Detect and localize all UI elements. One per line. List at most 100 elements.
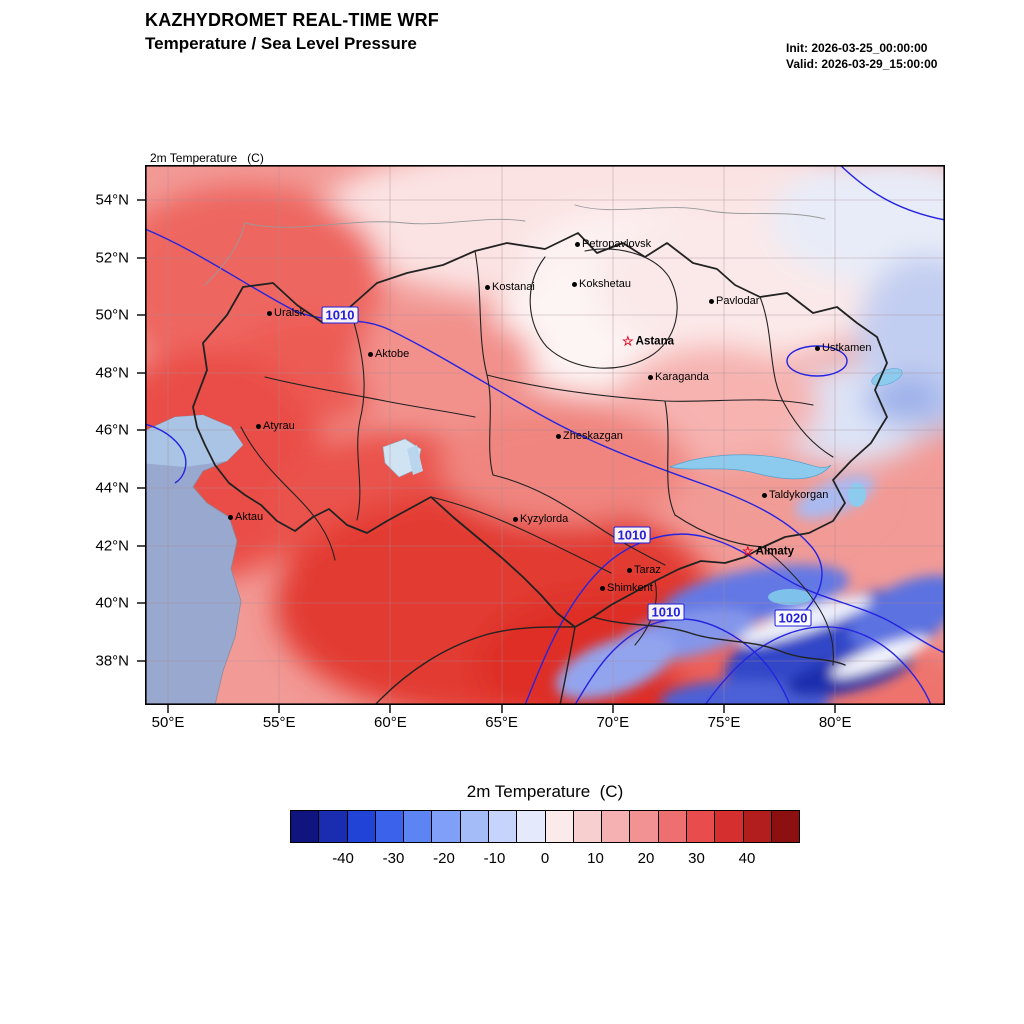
lat-tick-label: 48°N bbox=[95, 364, 129, 382]
lon-tick-label: 50°E bbox=[151, 714, 185, 731]
city-marker-astana: ☆ Astana bbox=[622, 335, 674, 348]
map-panel: Petropavlovsk Kostanai Kokshetau Pavlodar ☆ A… bbox=[137, 165, 946, 713]
colorbar-tick-label: 10 bbox=[587, 850, 604, 867]
city-dot-icon bbox=[600, 585, 605, 591]
city-dot-icon bbox=[256, 423, 261, 429]
colorbar-segment bbox=[347, 811, 376, 842]
lat-axis: 54°N 52°N 50°N 48°N 46°N 44°N 42°N 40°N 38°N bbox=[85, 165, 137, 705]
colorbar-segment bbox=[602, 811, 631, 842]
page-subtitle: Temperature / Sea Level Pressure bbox=[145, 34, 417, 53]
city-marker-aktau: Aktau bbox=[228, 511, 263, 523]
colorbar-tick-label: 40 bbox=[738, 850, 756, 867]
colorbar-segment bbox=[291, 811, 320, 842]
page-title: KAZHYDROMET REAL-TIME WRF bbox=[145, 10, 439, 30]
colorbar-segment bbox=[488, 811, 518, 842]
pressure-contour-label: 1020 bbox=[774, 609, 812, 627]
city-marker-kokshetau: Kokshetau bbox=[572, 278, 631, 290]
city-dot-icon bbox=[556, 433, 561, 439]
colorbar-segment bbox=[319, 811, 348, 842]
lat-tick-label: 46°N bbox=[95, 421, 129, 439]
lat-tick-label: 38°N bbox=[95, 652, 129, 670]
valid-time: Valid: 2026-03-29_15:00:00 bbox=[786, 57, 938, 71]
city-label: Ustkamen bbox=[822, 342, 872, 354]
city-label: Taldykorgan bbox=[769, 489, 829, 501]
city-marker-zheskazgan: Zheskazgan bbox=[556, 430, 623, 442]
city-marker-pavlodar: Pavlodar bbox=[709, 295, 759, 307]
city-marker-shimkent: Shimkent bbox=[600, 582, 653, 594]
city-dot-icon bbox=[762, 492, 767, 498]
city-dot-icon bbox=[228, 514, 233, 520]
temperature-field-layer bbox=[145, 165, 945, 705]
colorbar-tick-label: 30 bbox=[688, 850, 705, 867]
lake-issykkul bbox=[768, 589, 812, 605]
city-marker-taraz: Taraz bbox=[627, 564, 661, 576]
city-dot-icon bbox=[815, 345, 820, 351]
city-label: Astana bbox=[635, 335, 675, 347]
city-dot-icon bbox=[709, 298, 714, 304]
lon-axis: 50°E 55°E 60°E 65°E 70°E 75°E 80°E bbox=[145, 714, 945, 736]
pressure-contour-label: 1010 bbox=[321, 306, 359, 324]
colorbar-segment bbox=[432, 811, 461, 842]
oblast-borders bbox=[240, 248, 834, 666]
lon-tick-label: 55°E bbox=[262, 714, 296, 731]
city-label: Almaty bbox=[755, 545, 795, 557]
city-label: Atyrau bbox=[263, 420, 295, 432]
lon-tick-label: 70°E bbox=[596, 714, 630, 731]
lat-tick-label: 54°N bbox=[95, 191, 129, 209]
capital-star-icon: ☆ bbox=[742, 543, 754, 559]
water-bodies-layer bbox=[145, 368, 903, 705]
colorbar-segment bbox=[573, 811, 603, 842]
colorbar-segment bbox=[404, 811, 433, 842]
city-label: Petropavlovsk bbox=[582, 238, 652, 250]
city-marker-petropavlovsk: Petropavlovsk bbox=[575, 238, 651, 250]
city-label: Kostanai bbox=[492, 281, 535, 293]
colorbar-segment bbox=[743, 811, 772, 842]
model-run-info: Init: 2026-03-25_00:00:00 Valid: 2026-03… bbox=[786, 40, 937, 72]
neighbor-borders bbox=[374, 616, 846, 705]
city-label: Kokshetau bbox=[579, 278, 631, 290]
city-label: Karaganda bbox=[655, 371, 709, 383]
city-marker-kostanai: Kostanai bbox=[485, 281, 535, 293]
city-label: Shimkent bbox=[607, 582, 653, 594]
colorbar-title: 2m Temperature (C) bbox=[466, 782, 624, 801]
city-label: Uralsk bbox=[274, 307, 306, 319]
colorbar-ticks: -40 -30 -20 -10 0 10 20 30 40 bbox=[290, 850, 800, 872]
colorbar-segment bbox=[630, 811, 659, 842]
colorbar-segment bbox=[686, 811, 716, 842]
city-marker-kyzylorda: Kyzylorda bbox=[513, 513, 568, 525]
colorbar-segment bbox=[545, 811, 574, 842]
city-dot-icon bbox=[648, 374, 653, 380]
colorbar-tick-label: 20 bbox=[637, 850, 655, 867]
city-marker-ustkamen: Ustkamen bbox=[815, 342, 872, 354]
lat-tick-label: 50°N bbox=[95, 306, 129, 324]
city-dot-icon bbox=[627, 567, 632, 573]
city-marker-aktobe: Aktobe bbox=[368, 348, 409, 360]
city-dot-icon bbox=[267, 310, 272, 316]
lat-tick-label: 44°N bbox=[95, 479, 129, 497]
city-label: Pavlodar bbox=[716, 295, 760, 307]
city-dot-icon bbox=[485, 284, 490, 290]
colorbar-segment bbox=[771, 811, 800, 842]
lake-alakol bbox=[848, 483, 866, 507]
lon-tick-label: 65°E bbox=[485, 714, 518, 731]
lat-tick-label: 52°N bbox=[95, 249, 129, 267]
colorbar-segment bbox=[375, 811, 405, 842]
lat-tick-label: 40°N bbox=[95, 594, 129, 612]
lon-tick-label: 80°E bbox=[818, 714, 852, 731]
field-label-temperature: 2m Temperature (C) bbox=[150, 151, 264, 165]
kazakhstan-border bbox=[192, 232, 888, 628]
pressure-contour-label: 1010 bbox=[613, 526, 651, 544]
city-label: Taraz bbox=[634, 564, 661, 576]
colorbar bbox=[290, 810, 800, 843]
pressure-contour-label: 1010 bbox=[647, 603, 685, 621]
pressure-contours-layer bbox=[145, 165, 945, 705]
city-marker-atyrau: Atyrau bbox=[256, 420, 295, 432]
colorbar-tick-label: -10 bbox=[483, 850, 506, 867]
init-time: Init: 2026-03-25_00:00:00 bbox=[786, 41, 928, 55]
colorbar-segment bbox=[715, 811, 744, 842]
map-canvas bbox=[137, 165, 946, 713]
city-dot-icon bbox=[575, 241, 580, 247]
city-label: Aktobe bbox=[375, 348, 410, 360]
city-marker-karaganda: Karaganda bbox=[648, 371, 709, 383]
